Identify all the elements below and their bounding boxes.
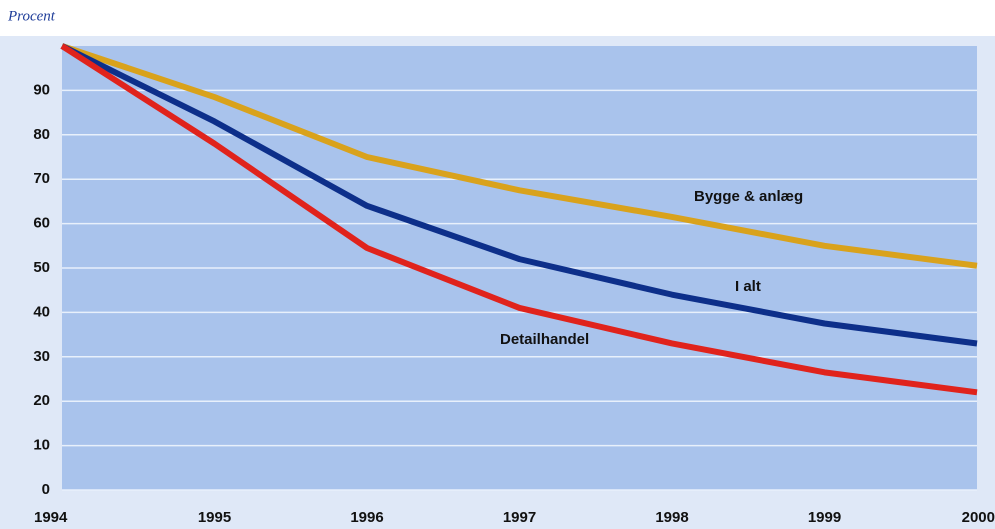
y-tick-label: 90	[33, 81, 50, 98]
y-axis-label: Procent	[7, 8, 56, 24]
series-label: Detailhandel	[500, 331, 589, 348]
y-tick-label: 10	[33, 437, 50, 454]
y-tick-label: 0	[42, 481, 50, 498]
series-label: I alt	[735, 278, 761, 295]
series-label: Bygge & anlæg	[694, 188, 803, 205]
y-tick-label: 20	[33, 392, 50, 409]
y-tick-label: 40	[33, 303, 50, 320]
y-tick-label: 60	[33, 215, 50, 232]
x-tick-label: 1998	[655, 509, 688, 526]
x-tick-label: 1994	[34, 509, 68, 526]
series-line	[61, 43, 978, 269]
x-tick-label: 1997	[503, 509, 536, 526]
y-tick-label: 70	[33, 170, 50, 187]
y-tick-label: 80	[33, 126, 50, 143]
x-tick-label: 2000	[962, 509, 995, 526]
series-line	[60, 43, 978, 347]
series-line	[60, 43, 978, 396]
x-tick-label: 1999	[808, 509, 841, 526]
x-tick-label: 1996	[350, 509, 383, 526]
y-tick-label: 30	[33, 348, 50, 365]
y-tick-label: 50	[33, 259, 50, 276]
x-tick-label: 1995	[198, 509, 231, 526]
